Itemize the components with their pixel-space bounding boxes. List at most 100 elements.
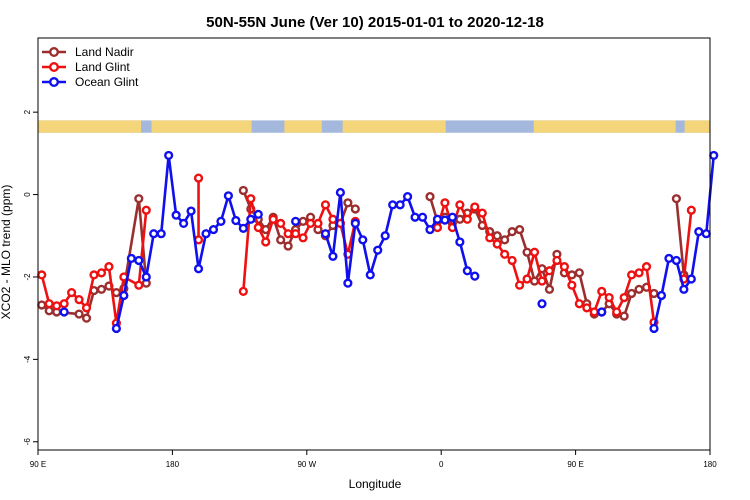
data-point: [574, 299, 584, 309]
data-point: [208, 224, 219, 235]
data-point: [462, 266, 472, 276]
data-point: [612, 307, 622, 317]
x-tick-label: 90 E: [30, 460, 46, 469]
data-point: [238, 223, 248, 233]
data-point: [104, 262, 114, 272]
data-point: [686, 205, 696, 215]
series-land-nadir: [37, 185, 689, 323]
data-point: [328, 251, 338, 261]
data-point: [567, 280, 577, 290]
data-point: [171, 210, 181, 220]
data-point: [537, 276, 547, 286]
data-point: [447, 212, 458, 222]
data-point: [619, 292, 629, 303]
y-tick-label: -2: [23, 273, 32, 281]
data-point: [410, 212, 420, 222]
data-point: [238, 286, 248, 296]
data-point: [686, 274, 696, 284]
data-point: [514, 224, 525, 235]
data-point: [74, 309, 84, 319]
data-point: [544, 266, 555, 276]
data-point: [134, 280, 144, 290]
data-point: [507, 255, 517, 266]
data-point: [193, 173, 204, 183]
data-point: [89, 270, 99, 280]
y-tick-label: 2: [23, 109, 32, 114]
data-point: [380, 231, 390, 241]
data-point: [276, 235, 286, 245]
data-point: [626, 270, 637, 280]
data-point: [66, 288, 77, 298]
data-point: [216, 216, 226, 226]
data-point: [529, 247, 540, 257]
data-point: [492, 231, 502, 241]
data-point: [634, 268, 644, 278]
data-point: [529, 276, 540, 286]
data-point: [455, 214, 465, 224]
series-ocean-glint: [59, 150, 719, 334]
data-point: [305, 218, 316, 229]
data-point: [335, 187, 346, 198]
y-axis-label: XCO2 - MLO trend (ppm): [0, 185, 13, 320]
data-point: [522, 247, 532, 257]
data-point: [671, 255, 682, 266]
legend-swatch-marker: [49, 62, 60, 73]
data-point: [44, 299, 54, 309]
data-point: [432, 222, 443, 233]
data-point: [358, 235, 368, 245]
data-point: [283, 241, 293, 251]
legend-label: Land Nadir: [75, 45, 134, 59]
data-point: [246, 214, 256, 224]
data-point: [193, 264, 204, 274]
data-point: [656, 290, 667, 301]
data-point: [664, 253, 674, 264]
data-point: [238, 185, 248, 196]
data-point: [134, 255, 144, 266]
data-point: [291, 216, 301, 226]
data-point: [574, 268, 584, 278]
data-point: [671, 194, 682, 204]
data-point: [313, 218, 323, 229]
data-point: [298, 216, 308, 226]
landmask-band: [38, 120, 710, 133]
data-point: [59, 307, 69, 317]
plot-series: [37, 150, 719, 334]
data-point: [544, 284, 555, 294]
data-point: [679, 284, 689, 294]
data-point: [96, 268, 107, 278]
data-point: [350, 218, 360, 229]
data-point: [626, 288, 637, 299]
data-point: [462, 214, 472, 224]
data-point: [126, 253, 136, 264]
x-tick-label: 0: [439, 460, 444, 469]
data-point: [164, 150, 174, 161]
data-point: [514, 280, 525, 290]
data-point: [365, 270, 375, 280]
data-point: [425, 224, 435, 235]
data-point: [119, 290, 129, 301]
data-point: [373, 245, 383, 255]
data-point: [589, 307, 599, 317]
chart-title: 50N-55N June (Ver 10) 2015-01-01 to 2020…: [206, 14, 544, 31]
data-point: [253, 222, 263, 233]
data-point: [597, 307, 607, 317]
data-point: [268, 214, 278, 224]
x-tick-label: 90 E: [567, 460, 583, 469]
data-point: [134, 194, 144, 204]
legend-swatch-marker: [49, 76, 60, 87]
data-point: [507, 227, 517, 237]
land-band-segment: [342, 120, 446, 133]
data-point: [343, 278, 353, 288]
data-point: [37, 270, 47, 280]
data-point: [455, 200, 465, 210]
data-point: [641, 262, 652, 272]
data-point: [350, 204, 360, 214]
legend-swatch-marker: [49, 47, 60, 58]
data-point: [156, 229, 166, 239]
land-band-segment: [151, 120, 252, 133]
legend-label: Ocean Glint: [75, 75, 139, 89]
data-point: [52, 301, 62, 311]
x-tick-label: 180: [703, 460, 717, 469]
y-tick-label: -6: [23, 438, 32, 446]
